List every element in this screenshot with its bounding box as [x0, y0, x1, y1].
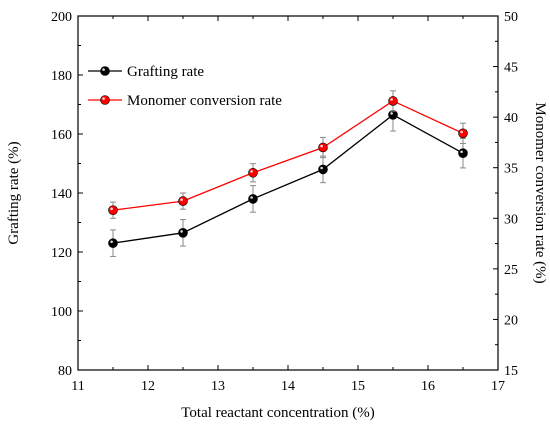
- data-point: [248, 167, 258, 178]
- data-point-highlight: [110, 240, 113, 244]
- series-monomer-conversion-rate: [108, 90, 468, 219]
- data-point-highlight: [460, 130, 463, 134]
- data-point-highlight: [180, 230, 183, 233]
- x-tick-label: 17: [491, 379, 505, 394]
- y-right-tick-label: 25: [504, 263, 518, 278]
- y-right-tick-label: 40: [504, 111, 518, 126]
- y-left-tick-label: 80: [58, 364, 72, 379]
- series-grafting-rate: [108, 98, 468, 257]
- data-point-highlight: [110, 207, 113, 211]
- data-point-highlight: [390, 112, 393, 115]
- x-tick-label: 13: [211, 379, 225, 394]
- data-point: [458, 128, 468, 139]
- data-point-highlight: [320, 144, 323, 148]
- data-point: [178, 228, 188, 238]
- data-point: [388, 110, 398, 120]
- y-right-tick-label: 45: [504, 61, 518, 76]
- data-point: [108, 238, 118, 248]
- data-point: [388, 96, 398, 106]
- data-point-highlight: [460, 150, 463, 154]
- y-left-axis-label: Grafting rate (%): [6, 141, 22, 244]
- x-tick-label: 11: [71, 379, 84, 394]
- data-point: [458, 148, 468, 158]
- y-left-tick-label: 180: [51, 69, 72, 84]
- series-line: [112, 114, 464, 244]
- x-tick-label: 15: [351, 379, 365, 394]
- data-point: [248, 194, 258, 204]
- y-right-axis-ticks: 15 20 25 30 35 40 45 50: [493, 10, 518, 379]
- y-right-tick-label: 20: [504, 313, 518, 328]
- x-axis-label: Total reactant concentration (%): [181, 405, 374, 421]
- y-left-tick-label: 120: [51, 246, 72, 261]
- data-point: [318, 142, 328, 153]
- y-right-tick-label: 50: [504, 10, 518, 25]
- x-tick-label: 16: [421, 379, 435, 394]
- legend-label: Monomer conversion rate: [127, 93, 282, 109]
- data-point: [318, 164, 328, 175]
- data-point-highlight: [320, 166, 323, 170]
- data-point-highlight: [390, 98, 393, 101]
- legend-marker-highlight: [102, 68, 105, 71]
- data-point-highlight: [250, 196, 253, 199]
- legend-label: Grafting rate: [127, 64, 204, 80]
- legend-item-grafting-rate: Grafting rate: [88, 64, 204, 80]
- y-left-tick-label: 160: [51, 128, 72, 143]
- y-left-axis-ticks: 80 100 120 140 160 180 200: [51, 10, 83, 379]
- x-tick-label: 14: [281, 379, 295, 394]
- legend-marker: [100, 95, 110, 105]
- y-right-tick-label: 30: [504, 212, 518, 227]
- data-point: [108, 205, 118, 215]
- data-point-highlight: [180, 198, 183, 201]
- y-right-axis-label: Monomer conversion rate (%): [532, 102, 548, 283]
- legend-marker: [100, 66, 110, 76]
- series-line: [112, 100, 464, 211]
- legend-item-monomer-conversion-rate: Monomer conversion rate: [88, 93, 282, 109]
- y-right-tick-label: 35: [504, 162, 518, 177]
- data-point: [178, 196, 188, 206]
- y-right-tick-label: 15: [504, 364, 518, 379]
- y-left-tick-label: 140: [51, 187, 72, 202]
- y-left-tick-label: 100: [51, 305, 72, 320]
- series-layer: [108, 90, 468, 257]
- legend-marker-highlight: [102, 97, 105, 100]
- x-axis-ticks: 11 12 13 14 15 16 17: [71, 16, 505, 394]
- data-point-highlight: [250, 170, 253, 173]
- y-left-tick-label: 200: [51, 10, 72, 25]
- legend: Grafting rate Monomer conversion rate: [88, 64, 282, 109]
- x-tick-label: 12: [141, 379, 155, 394]
